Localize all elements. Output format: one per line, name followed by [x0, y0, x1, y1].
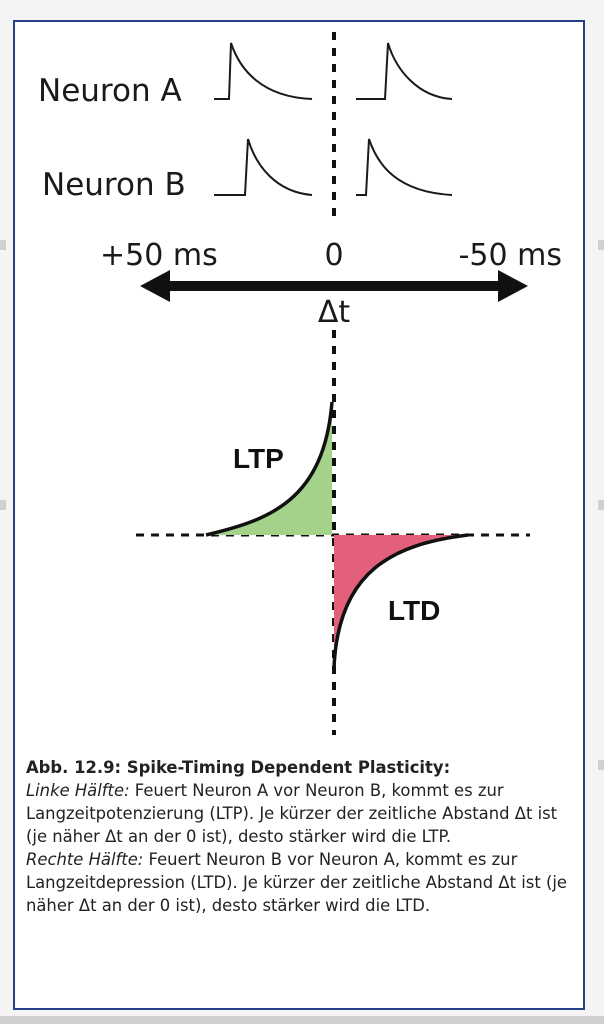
page-edge-mark: [0, 240, 6, 250]
ltp-label: LTP: [233, 443, 284, 474]
neuron-b-spike-left: [214, 138, 313, 196]
page-edge-mark: [598, 240, 604, 250]
ltd-label: LTD: [388, 595, 440, 626]
delta-t-label: Δt: [318, 295, 351, 330]
neuron-a-spike-left: [214, 42, 313, 100]
neuron-a-spike-right: [356, 42, 453, 100]
neuron-b-spike-right: [356, 138, 453, 196]
caption-left-text: Feuert Neuron A vor Neuron B, kommt es z…: [26, 781, 558, 846]
caption-title: Abb. 12.9: Spike-Timing Dependent Plasti…: [26, 758, 451, 777]
axis-right-label: -50 ms: [459, 238, 562, 273]
ltp-curve: [205, 401, 334, 537]
page-edge-mark: [598, 760, 604, 770]
ltd-area: [334, 535, 468, 668]
ltd-curve: [332, 533, 469, 669]
stdp-diagram: Neuron A Neuron B +50 ms 0 -50 ms Δt LTP…: [38, 32, 562, 735]
neuron-b-label: Neuron B: [42, 167, 186, 203]
bottom-bar: [0, 1016, 604, 1024]
caption-left-heading: Linke Hälfte:: [26, 781, 130, 800]
caption-left-paragraph: Linke Hälfte: Feuert Neuron A vor Neuron…: [26, 779, 582, 848]
caption-right-paragraph: Rechte Hälfte: Feuert Neuron B vor Neuro…: [26, 848, 582, 917]
page-edge-mark: [0, 500, 6, 510]
neuron-a-label: Neuron A: [38, 73, 182, 109]
figure-frame: [13, 20, 585, 1010]
axis-left-label: +50 ms: [100, 238, 218, 273]
caption-right-text: Feuert Neuron B vor Neuron A, kommt es z…: [26, 850, 567, 915]
time-axis-arrow: [140, 270, 528, 302]
figure-caption: Abb. 12.9: Spike-Timing Dependent Plasti…: [26, 756, 582, 917]
caption-right-heading: Rechte Hälfte:: [26, 850, 144, 869]
page-edge-mark: [598, 500, 604, 510]
axis-center-label: 0: [324, 238, 343, 273]
ltp-area: [206, 402, 332, 535]
